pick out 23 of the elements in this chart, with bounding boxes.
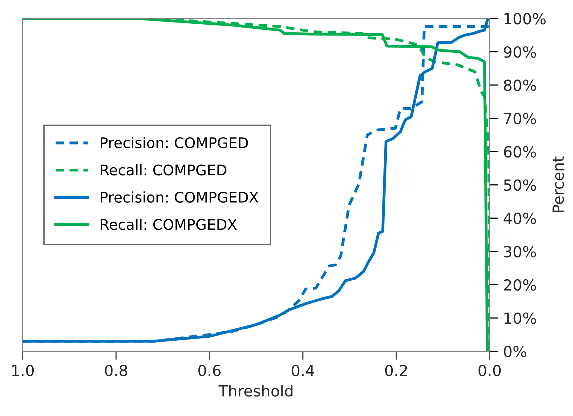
legend-label: Precision: COMPGED — [101, 137, 248, 148]
y2-tick-label: 100% — [504, 13, 546, 25]
y2-axis-title: Percent — [552, 156, 564, 212]
y2-tick-label: 80% — [504, 80, 536, 92]
y2-tick-label: 70% — [504, 113, 536, 125]
y2-tick-label: 90% — [504, 46, 536, 58]
legend-label: Precision: COMPGEDX — [101, 192, 259, 203]
y2-tick-label: 50% — [504, 180, 536, 192]
y2-tick-label: 40% — [504, 212, 536, 224]
y2-tick-label: 10% — [504, 312, 536, 324]
y2-tick-label: 20% — [504, 279, 536, 291]
y2-tick-label: 60% — [504, 146, 536, 158]
y2-tick-label: 30% — [504, 246, 536, 258]
x-tick-label: 0.6 — [198, 364, 221, 377]
x-tick-label: 0.2 — [385, 364, 408, 377]
x-tick-label: 1.0 — [12, 364, 34, 377]
x-axis-title: Threshold — [218, 385, 293, 397]
x-tick-label: 0.0 — [478, 364, 502, 377]
x-tick-label: 0.4 — [292, 364, 314, 377]
legend-label: Recall: COMPGED — [101, 164, 227, 176]
x-tick-label: 0.8 — [105, 364, 128, 377]
y2-tick-label: 0% — [504, 346, 527, 358]
legend-label: Recall: COMPGEDX — [101, 218, 238, 230]
